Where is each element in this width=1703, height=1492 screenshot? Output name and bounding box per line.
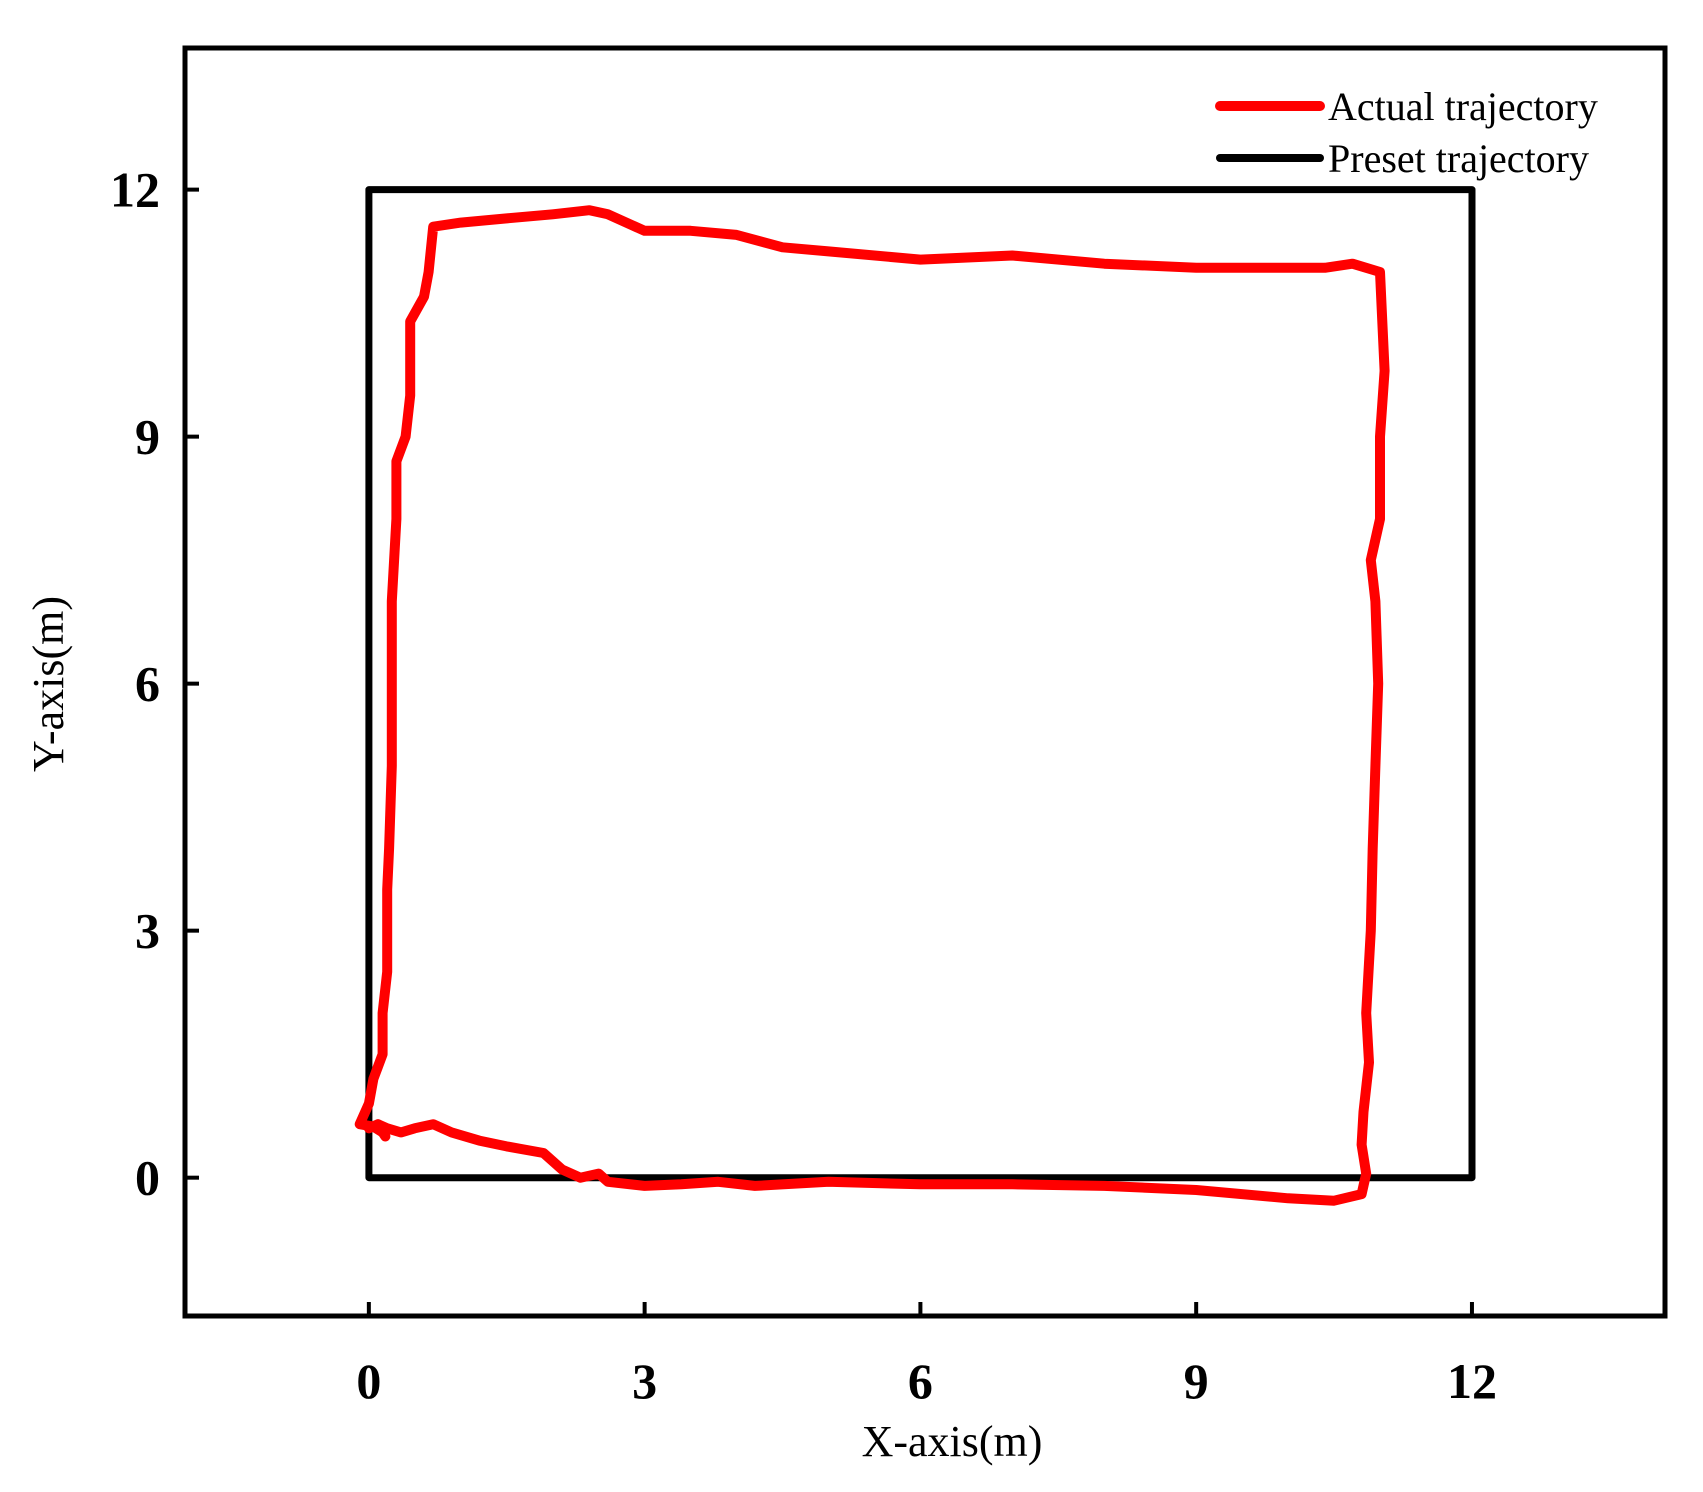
legend: Actual trajectory Preset trajectory: [1215, 84, 1598, 181]
y-tick-label: 6: [135, 656, 160, 712]
x-tick-label: 6: [908, 1353, 933, 1409]
actual-trajectory-line: [354, 205, 1390, 1206]
x-tick-label: 12: [1447, 1353, 1497, 1409]
x-tick-label: 3: [632, 1353, 657, 1409]
legend-label-actual: Actual trajectory: [1328, 84, 1598, 129]
x-tick-label: 0: [356, 1353, 381, 1409]
x-axis-title: X-axis(m): [862, 1417, 1043, 1466]
y-axis-title: Y-axis(m): [24, 596, 73, 772]
x-tick-label: 9: [1184, 1353, 1209, 1409]
series-layer: [354, 186, 1476, 1206]
preset-trajectory-line: [365, 186, 1476, 1182]
y-tick-label: 9: [135, 409, 160, 465]
legend-label-preset: Preset trajectory: [1328, 136, 1589, 181]
y-tick-label: 3: [135, 903, 160, 959]
axis-ticks: 0 3 6 9 12 0 3 6 9 12: [110, 162, 1497, 1409]
y-tick-label: 0: [135, 1150, 160, 1206]
y-tick-label: 12: [110, 162, 160, 218]
